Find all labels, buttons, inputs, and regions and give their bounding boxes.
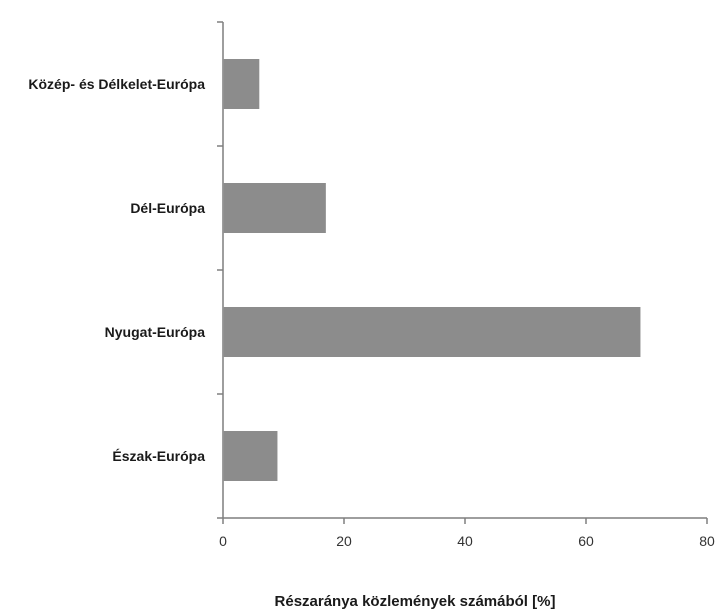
chart-axes	[222, 22, 707, 519]
x-tick-label: 60	[578, 533, 594, 549]
bar	[223, 59, 260, 109]
x-tick-label: 40	[457, 533, 473, 549]
x-tick-label: 20	[336, 533, 352, 549]
x-tick-label: 80	[699, 533, 715, 549]
x-tick-label: 0	[219, 533, 227, 549]
x-axis-ticks: 0 20 40 60 80	[219, 518, 715, 549]
category-label: Észak-Európa	[112, 448, 205, 464]
bars-group	[223, 59, 641, 481]
bar	[223, 307, 641, 357]
y-axis-ticks	[217, 21, 223, 519]
category-label: Közép- és Délkelet-Európa	[28, 76, 205, 92]
category-labels: Közép- és Délkelet-Európa Dél-Európa Nyuga…	[28, 76, 205, 464]
category-label: Nyugat-Európa	[105, 324, 206, 340]
x-axis-title: Részaránya közlemények számából [%]	[275, 593, 556, 610]
bar	[223, 431, 278, 481]
category-label: Dél-Európa	[130, 200, 205, 216]
bar	[223, 183, 326, 233]
